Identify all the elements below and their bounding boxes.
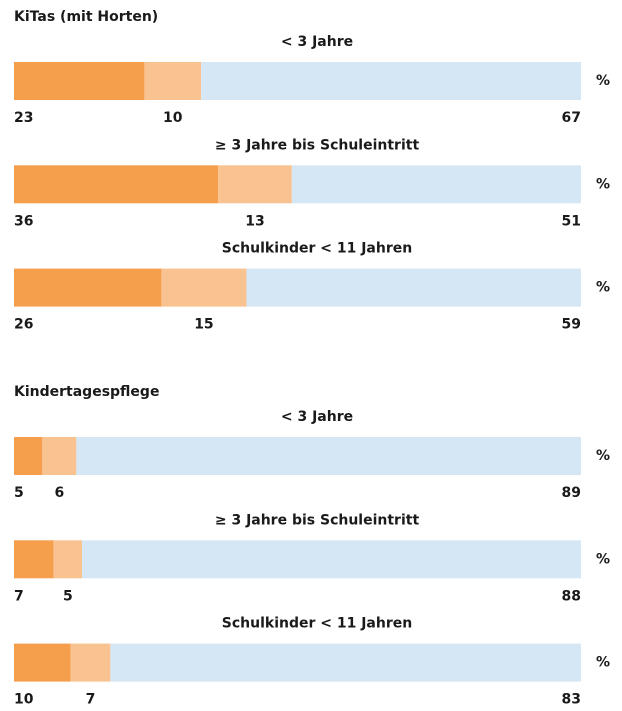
- value-label: 10: [14, 692, 34, 707]
- value-label: 26: [14, 317, 33, 333]
- bar-segment: [42, 437, 77, 475]
- unit-label: %: [596, 551, 610, 567]
- category-label: < 3 Jahre: [281, 409, 353, 425]
- value-label: 23: [14, 110, 33, 126]
- unit-label: %: [596, 280, 610, 296]
- value-label: 36: [14, 213, 33, 229]
- value-label: 5: [14, 485, 24, 501]
- bar-segment: [14, 643, 71, 682]
- category-label: Schulkinder < 11 Jahren: [222, 616, 412, 632]
- bar-segment: [14, 437, 43, 475]
- unit-label: %: [596, 73, 610, 89]
- bar-segment: [144, 62, 202, 100]
- bar-segment: [14, 165, 219, 204]
- value-label: 51: [562, 213, 581, 229]
- value-label: 83: [562, 692, 581, 707]
- bar-segment: [14, 62, 145, 100]
- bar-segment: [291, 165, 581, 204]
- unit-label: %: [596, 176, 610, 192]
- value-label: 6: [54, 485, 64, 501]
- section-title: Kindertagespflege: [14, 384, 159, 400]
- value-label: 67: [562, 110, 581, 126]
- section-title: KiTas (mit Horten): [14, 9, 158, 25]
- value-label: 13: [245, 213, 264, 229]
- bar-segment: [246, 268, 581, 307]
- bar-segment: [14, 268, 162, 307]
- value-label: 7: [86, 692, 96, 707]
- value-label: 10: [163, 110, 183, 126]
- bar-segment: [161, 268, 247, 307]
- bar-segment: [76, 437, 582, 475]
- bar-segment: [218, 165, 292, 204]
- bar-segment: [53, 540, 83, 579]
- category-label: ≥ 3 Jahre bis Schuleintritt: [215, 137, 420, 153]
- category-label: ≥ 3 Jahre bis Schuleintritt: [215, 512, 420, 528]
- bar-segment: [110, 643, 581, 682]
- bar-segment: [82, 540, 581, 579]
- value-label: 15: [194, 317, 213, 333]
- bar-segment: [70, 643, 111, 682]
- value-label: 59: [562, 317, 581, 333]
- value-label: 7: [14, 588, 24, 604]
- value-label: 5: [63, 588, 73, 604]
- unit-label: %: [596, 655, 610, 671]
- value-label: 88: [562, 588, 581, 604]
- unit-label: %: [596, 448, 610, 464]
- bar-segment: [14, 540, 54, 579]
- bar-segment: [201, 62, 582, 100]
- value-label: 89: [562, 485, 581, 501]
- category-label: < 3 Jahre: [281, 34, 353, 50]
- category-label: Schulkinder < 11 Jahren: [222, 241, 412, 257]
